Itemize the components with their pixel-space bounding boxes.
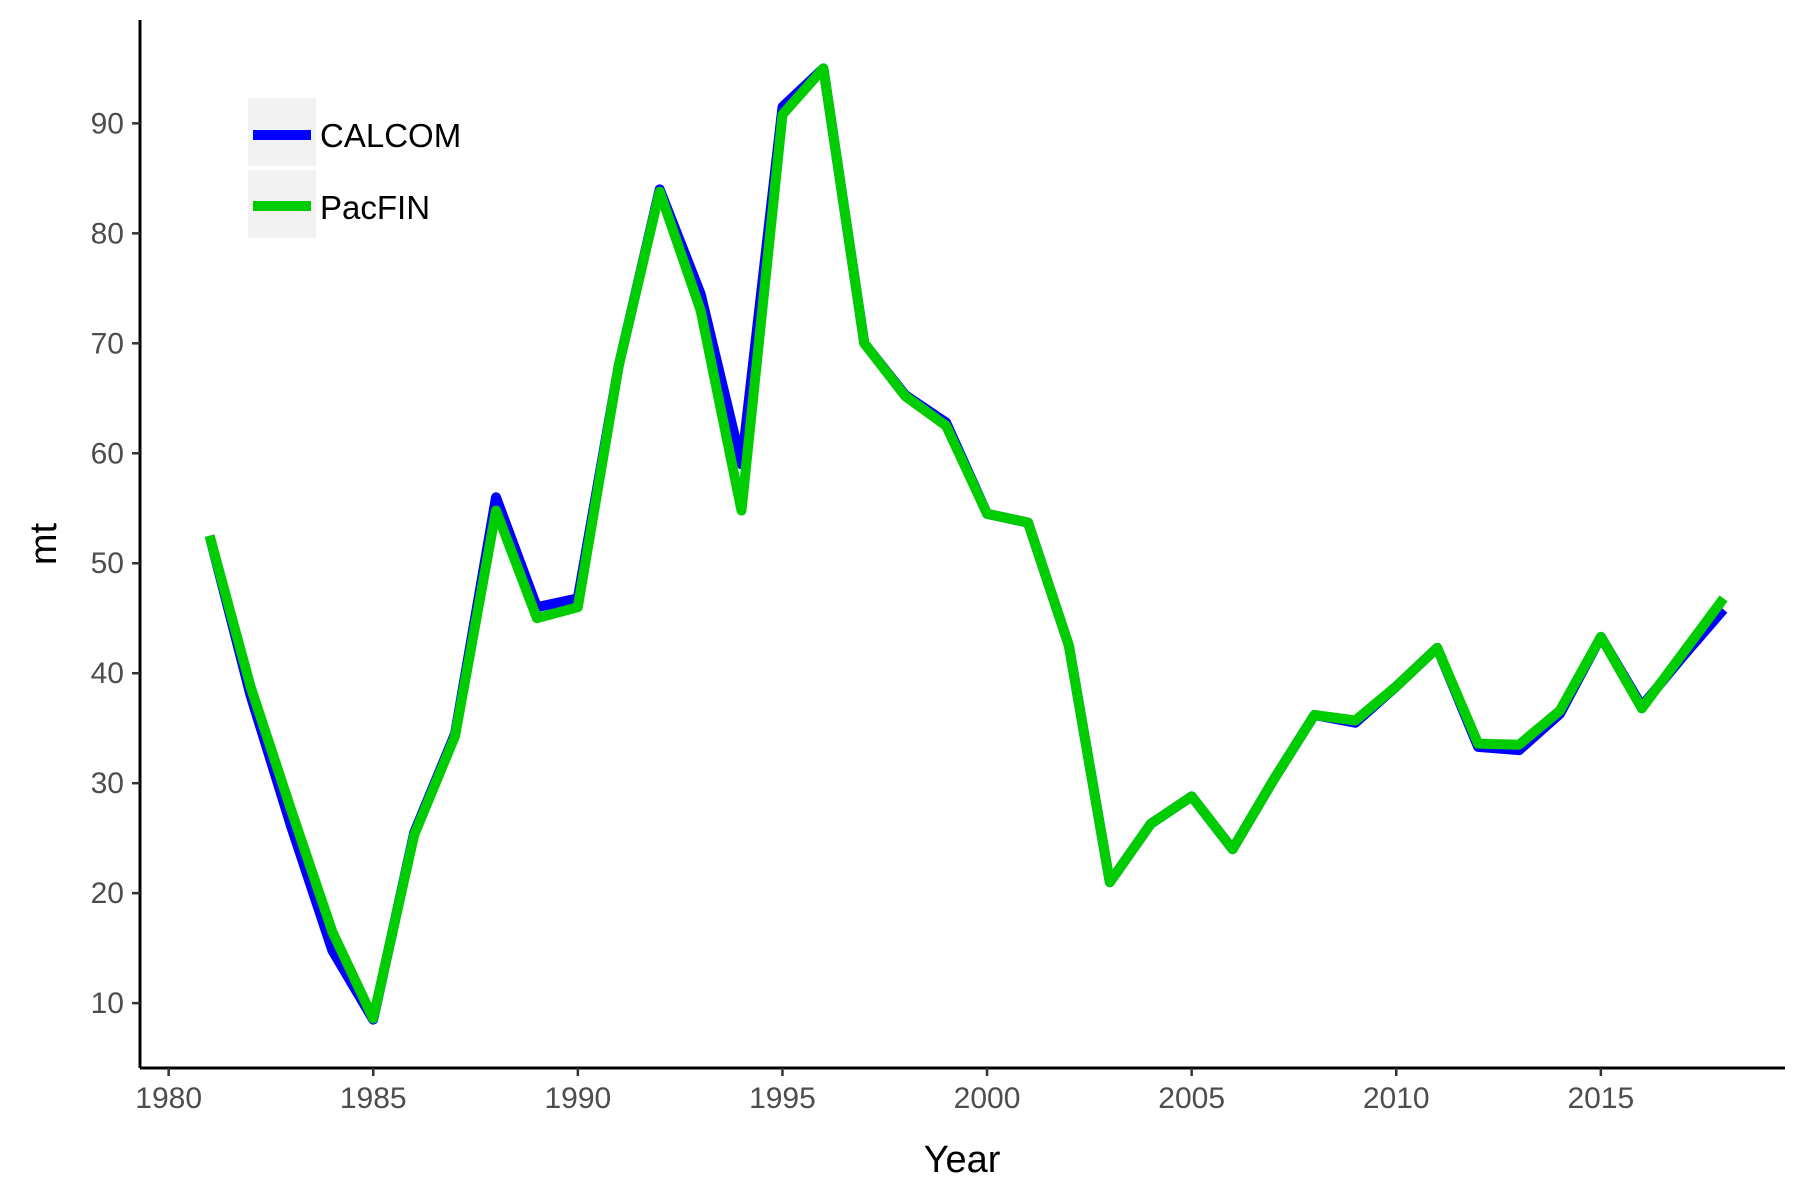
y-tick-label: 70 — [91, 327, 124, 360]
x-axis-title: Year — [924, 1139, 1001, 1181]
y-tick-label: 60 — [91, 437, 124, 470]
x-tick-label: 2000 — [954, 1082, 1021, 1115]
y-tick-label: 80 — [91, 217, 124, 250]
x-tick-label: 2005 — [1158, 1082, 1225, 1115]
x-ticks: 1980 1985 1990 1995 2000 2005 2010 2015 — [135, 1068, 1634, 1115]
plot-lines — [204, 63, 1728, 1025]
series-line-calcom — [204, 63, 1728, 1025]
y-tick-label: 40 — [91, 657, 124, 690]
x-tick-label: 2015 — [1567, 1082, 1634, 1115]
x-axis: 1980 1985 1990 1995 2000 2005 2010 2015 — [135, 1066, 1785, 1115]
y-tick-label: 30 — [91, 767, 124, 800]
series-line-pacfin — [204, 63, 1728, 1024]
y-axis: 10 20 30 40 50 60 70 80 90 — [91, 20, 142, 1068]
y-tick-label: 50 — [91, 547, 124, 580]
legend-label-pacfin: PacFIN — [320, 189, 430, 226]
y-tick-label: 10 — [91, 987, 124, 1020]
legend: CALCOM PacFIN — [248, 98, 461, 238]
x-tick-label: 1990 — [544, 1082, 611, 1115]
x-tick-label: 1985 — [340, 1082, 407, 1115]
x-tick-label: 2010 — [1363, 1082, 1430, 1115]
x-tick-label: 1980 — [135, 1082, 202, 1115]
x-tick-label: 1995 — [749, 1082, 816, 1115]
legend-label-calcom: CALCOM — [320, 117, 461, 154]
y-tick-label: 20 — [91, 877, 124, 910]
y-tick-label: 90 — [91, 107, 124, 140]
y-ticks: 10 20 30 40 50 60 70 80 90 — [91, 107, 140, 1020]
y-axis-title: mt — [23, 522, 65, 565]
